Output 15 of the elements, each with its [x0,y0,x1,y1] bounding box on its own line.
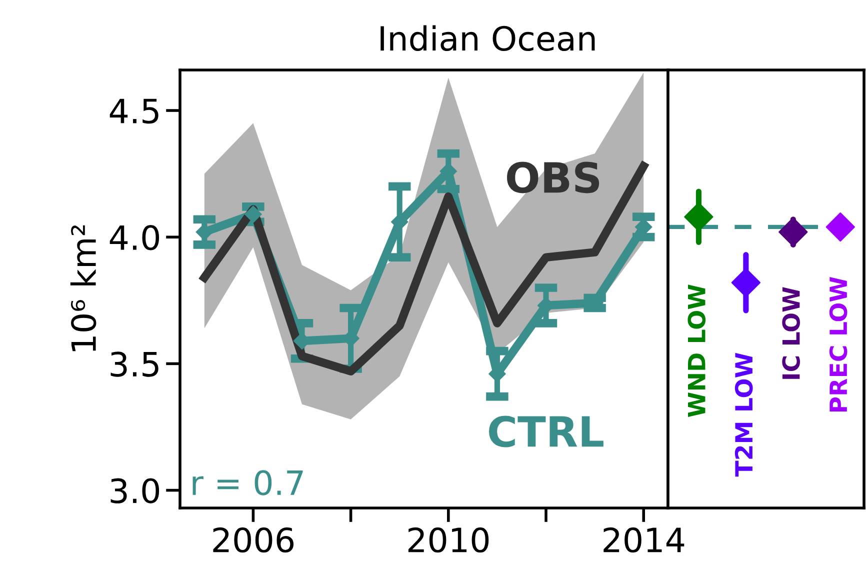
y-tick-label: 4.0 [110,225,160,250]
category-label: WND LOW [688,284,706,418]
annotation: r = 0.7 [192,470,303,496]
category-label: T2M LOW [734,352,753,477]
y-tick-label: 3.5 [110,352,158,377]
y-tick-label: 3.0 [110,478,160,504]
category-label: PREC LOW [829,276,848,412]
x-tick-label: 2006 [213,527,294,553]
chart-title: Indian Ocean [380,25,595,52]
category-label: IC LOW [782,287,800,379]
x-tick-label: 2010 [408,527,489,553]
y-axis-title: 10⁶ km² [70,225,96,352]
y-tick-label: 4.5 [110,98,158,124]
x-tick-label: 2014 [604,527,684,553]
series-label: CTRL [489,416,604,448]
